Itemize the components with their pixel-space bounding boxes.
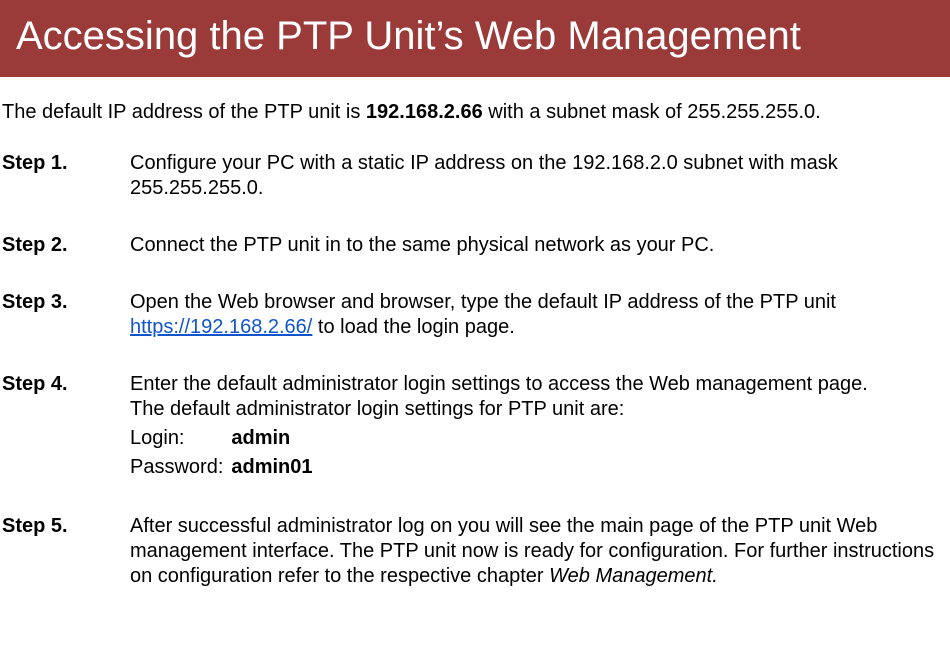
step-row: Step 3. Open the Web browser and browser… bbox=[2, 290, 948, 372]
step5-italic: Web Management. bbox=[549, 565, 718, 587]
step-text: After successful administrator log on yo… bbox=[130, 514, 948, 621]
step4-line1: Enter the default administrator login se… bbox=[130, 373, 868, 395]
step-label: Step 1. bbox=[2, 151, 130, 233]
intro-ip: 192.168.2.66 bbox=[366, 101, 483, 123]
step-row: Step 2. Connect the PTP unit in to the s… bbox=[2, 233, 948, 290]
default-ip-link[interactable]: https://192.168.2.66/ bbox=[130, 316, 312, 338]
password-row: Password: admin01 bbox=[130, 453, 321, 482]
step-label: Step 4. bbox=[2, 372, 130, 514]
step-label: Step 3. bbox=[2, 290, 130, 372]
step-label: Step 2. bbox=[2, 233, 130, 290]
step-label: Step 5. bbox=[2, 514, 130, 621]
intro-paragraph: The default IP address of the PTP unit i… bbox=[2, 100, 948, 125]
step-row: Step 1. Configure your PC with a static … bbox=[2, 151, 948, 233]
login-credentials-table: Login: admin Password: admin01 bbox=[130, 424, 321, 482]
step-text: Enter the default administrator login se… bbox=[130, 372, 948, 514]
step3-pre-link: Open the Web browser and browser, type t… bbox=[130, 291, 836, 313]
intro-suffix: with a subnet mask of 255.255.255.0. bbox=[483, 101, 821, 123]
login-value: admin bbox=[231, 424, 320, 453]
page-title: Accessing the PTP Unit’s Web Management bbox=[0, 0, 950, 77]
login-row: Login: admin bbox=[130, 424, 321, 453]
step-text: Connect the PTP unit in to the same phys… bbox=[130, 233, 948, 290]
login-label: Login: bbox=[130, 424, 231, 453]
content-area: The default IP address of the PTP unit i… bbox=[0, 77, 950, 621]
step4-line2: The default administrator login settings… bbox=[130, 398, 624, 420]
step5-pre-italic: After successful administrator log on yo… bbox=[130, 515, 934, 587]
step3-post-link: to load the login page. bbox=[312, 316, 514, 338]
password-value: admin01 bbox=[231, 453, 320, 482]
step-text: Open the Web browser and browser, type t… bbox=[130, 290, 948, 372]
intro-prefix: The default IP address of the PTP unit i… bbox=[2, 101, 366, 123]
password-label: Password: bbox=[130, 453, 231, 482]
step-text: Configure your PC with a static IP addre… bbox=[130, 151, 948, 233]
step-row: Step 5. After successful administrator l… bbox=[2, 514, 948, 621]
step-row: Step 4. Enter the default administrator … bbox=[2, 372, 948, 514]
steps-table: Step 1. Configure your PC with a static … bbox=[2, 151, 948, 621]
